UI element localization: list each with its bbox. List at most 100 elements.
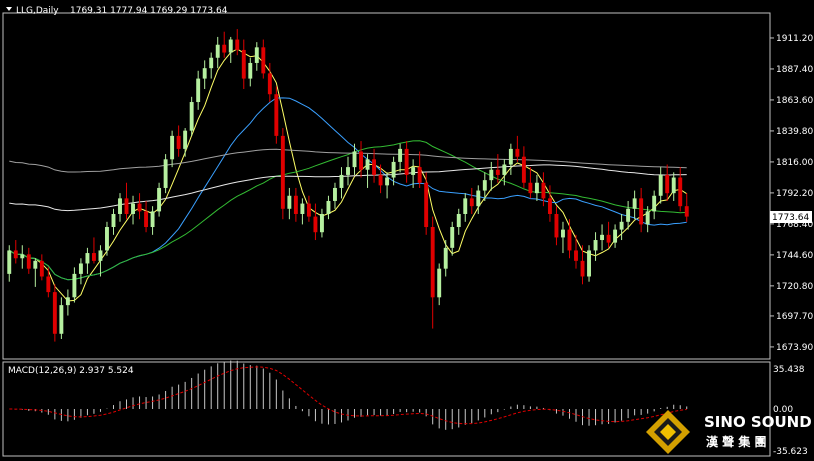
candle-body — [626, 208, 631, 222]
candle-body — [613, 229, 618, 243]
candle-body — [346, 167, 350, 175]
ma-line-40 — [9, 140, 687, 281]
candle-body — [72, 273, 77, 298]
candle-body — [183, 130, 188, 149]
candle-body — [131, 203, 135, 214]
price-tick-label: 1720.80 — [776, 282, 813, 292]
logo-main-text: SINO SOUND — [704, 413, 812, 431]
candle-body — [46, 276, 51, 293]
current-price-tag — [770, 211, 812, 223]
candle-body — [639, 198, 644, 225]
candle-body — [404, 148, 409, 175]
candle-body — [287, 195, 292, 209]
candle-body — [450, 227, 455, 248]
candle-body — [313, 216, 318, 233]
candle-body — [274, 94, 279, 136]
candle-body — [593, 240, 598, 251]
candle-body — [267, 73, 272, 95]
candle-body — [600, 234, 605, 241]
candle-body — [300, 203, 305, 214]
candle-body — [645, 211, 650, 225]
header-dropdown-icon[interactable] — [6, 7, 12, 11]
macd-tick-zero: 0.00 — [773, 405, 793, 415]
candle-body — [280, 135, 285, 209]
candle-body — [411, 167, 416, 175]
candle-body — [144, 211, 149, 228]
macd-signal-line — [9, 366, 687, 425]
candle-body — [574, 250, 578, 261]
price-tick-label: 1887.40 — [776, 65, 813, 75]
price-tick-label: 1839.80 — [776, 127, 813, 137]
candle-body — [105, 227, 109, 251]
candle-body — [489, 169, 494, 181]
macd-tick-bottom: -35.623 — [773, 447, 808, 457]
logo-diamond-core — [660, 424, 676, 440]
candle-body — [482, 180, 487, 191]
candle-body — [78, 263, 83, 274]
price-tick-label: 1673.90 — [776, 343, 813, 353]
ohlc-header: 1769.31 1777.94 1769.29 1773.64 — [70, 6, 228, 16]
sinosound-logo: SINO SOUND 漢 聲 集 團 — [646, 410, 812, 454]
candle-body — [215, 44, 220, 58]
candle-body — [424, 182, 429, 228]
candle-body — [469, 198, 474, 207]
candle-body — [196, 78, 201, 103]
macd-label: MACD(12,26,9) 2.937 5.524 — [8, 366, 134, 376]
candle-body — [391, 161, 396, 178]
candle-body — [652, 195, 657, 212]
candle-body — [606, 234, 611, 243]
main-panel-frame — [2, 12, 771, 360]
candle-body — [326, 200, 331, 214]
candle-body — [189, 102, 194, 131]
candle-body — [202, 68, 207, 79]
candle-body — [91, 253, 96, 261]
candle-body — [118, 198, 122, 214]
candle-body — [619, 221, 624, 230]
candle-body — [671, 177, 676, 194]
candle-body — [495, 169, 500, 175]
candle-body — [658, 174, 663, 196]
candle-body — [254, 47, 259, 63]
candle-body — [319, 213, 324, 233]
candle-body — [163, 159, 168, 188]
candle-body — [293, 195, 298, 214]
candle-body — [508, 148, 513, 165]
candle-body — [515, 148, 520, 157]
candle-body — [372, 159, 377, 175]
candle-body — [463, 198, 468, 214]
price-tick-label: 1697.70 — [776, 312, 813, 322]
candle-body — [437, 268, 442, 298]
candle-body — [228, 39, 233, 53]
candle-body — [33, 260, 38, 269]
candle-body — [521, 156, 526, 183]
candle-body — [632, 198, 637, 209]
current-price-label: 1773.64 — [772, 213, 809, 223]
price-tick-label: 1863.60 — [776, 96, 813, 106]
candle-body — [678, 177, 683, 207]
candle-body — [547, 198, 552, 214]
candle-body — [430, 227, 435, 298]
candle-body — [476, 190, 481, 207]
candle-body — [137, 203, 142, 212]
macd-indicator — [9, 360, 688, 430]
candle-body — [306, 203, 311, 217]
price-tick-label: 1816.00 — [776, 158, 813, 168]
symbol-header: LLG,Daily — [16, 6, 59, 16]
candle-body — [541, 182, 546, 199]
candle-body — [528, 182, 533, 194]
candle-body — [456, 213, 461, 228]
macd-panel-frame — [2, 361, 771, 457]
candle-body — [378, 174, 383, 186]
price-tick-label: 1792.20 — [776, 189, 813, 199]
candle-body — [567, 229, 572, 251]
candle-body — [502, 164, 507, 175]
candle-body — [398, 148, 403, 162]
price-tick-label: 1911.20 — [776, 34, 813, 44]
price-tick-label: 1744.60 — [776, 251, 813, 261]
candle-body — [417, 167, 422, 183]
candle-body — [443, 247, 448, 269]
candle-body — [554, 213, 559, 238]
candle-body — [248, 62, 253, 79]
